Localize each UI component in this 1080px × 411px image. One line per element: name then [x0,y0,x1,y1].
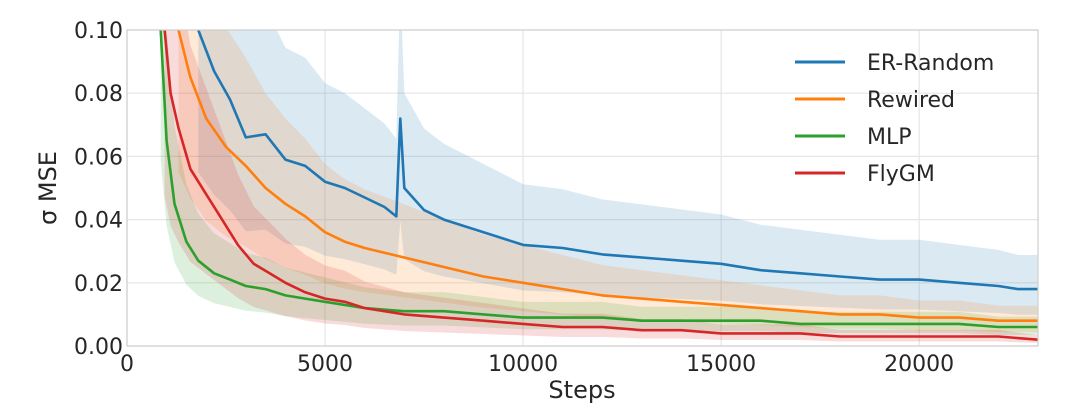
x-tick-label: 15000 [686,352,756,377]
legend-label: Rewired [867,88,955,113]
band-rewired [178,30,1038,333]
x-axis-title: Steps [548,376,615,404]
y-tick-label: 0.00 [74,335,123,360]
line-rewired [177,30,1038,323]
y-tick-label: 0.04 [74,209,123,234]
line-er-random [197,30,1038,291]
line-mlp [159,30,1038,329]
x-tick-label: 5000 [297,352,353,377]
legend-label: FlyGM [867,162,935,187]
x-axis-ticks: 0 5000 10000 15000 20000 [120,352,954,377]
x-tick-label: 10000 [488,352,558,377]
plot-frame [126,29,1039,347]
y-tick-label: 0.08 [74,82,123,107]
line-flygm [163,30,1038,342]
legend: ER-Random Rewired MLP FlyGM [795,51,994,187]
y-axis-ticks: 0.00 0.02 0.04 0.06 0.08 0.10 [74,19,123,360]
x-tick-label: 0 [120,352,134,377]
band-er-random [198,30,1038,315]
legend-label: MLP [867,125,912,150]
uncertainty-bands [160,30,1038,343]
legend-label: ER-Random [867,51,994,76]
y-axis-title: σ MSE [34,151,62,225]
y-tick-label: 0.10 [74,19,123,44]
y-tick-label: 0.02 [74,272,123,297]
x-tick-label: 20000 [884,352,954,377]
series-lines [159,30,1038,342]
band-mlp [160,30,1038,335]
y-tick-label: 0.06 [74,145,123,170]
